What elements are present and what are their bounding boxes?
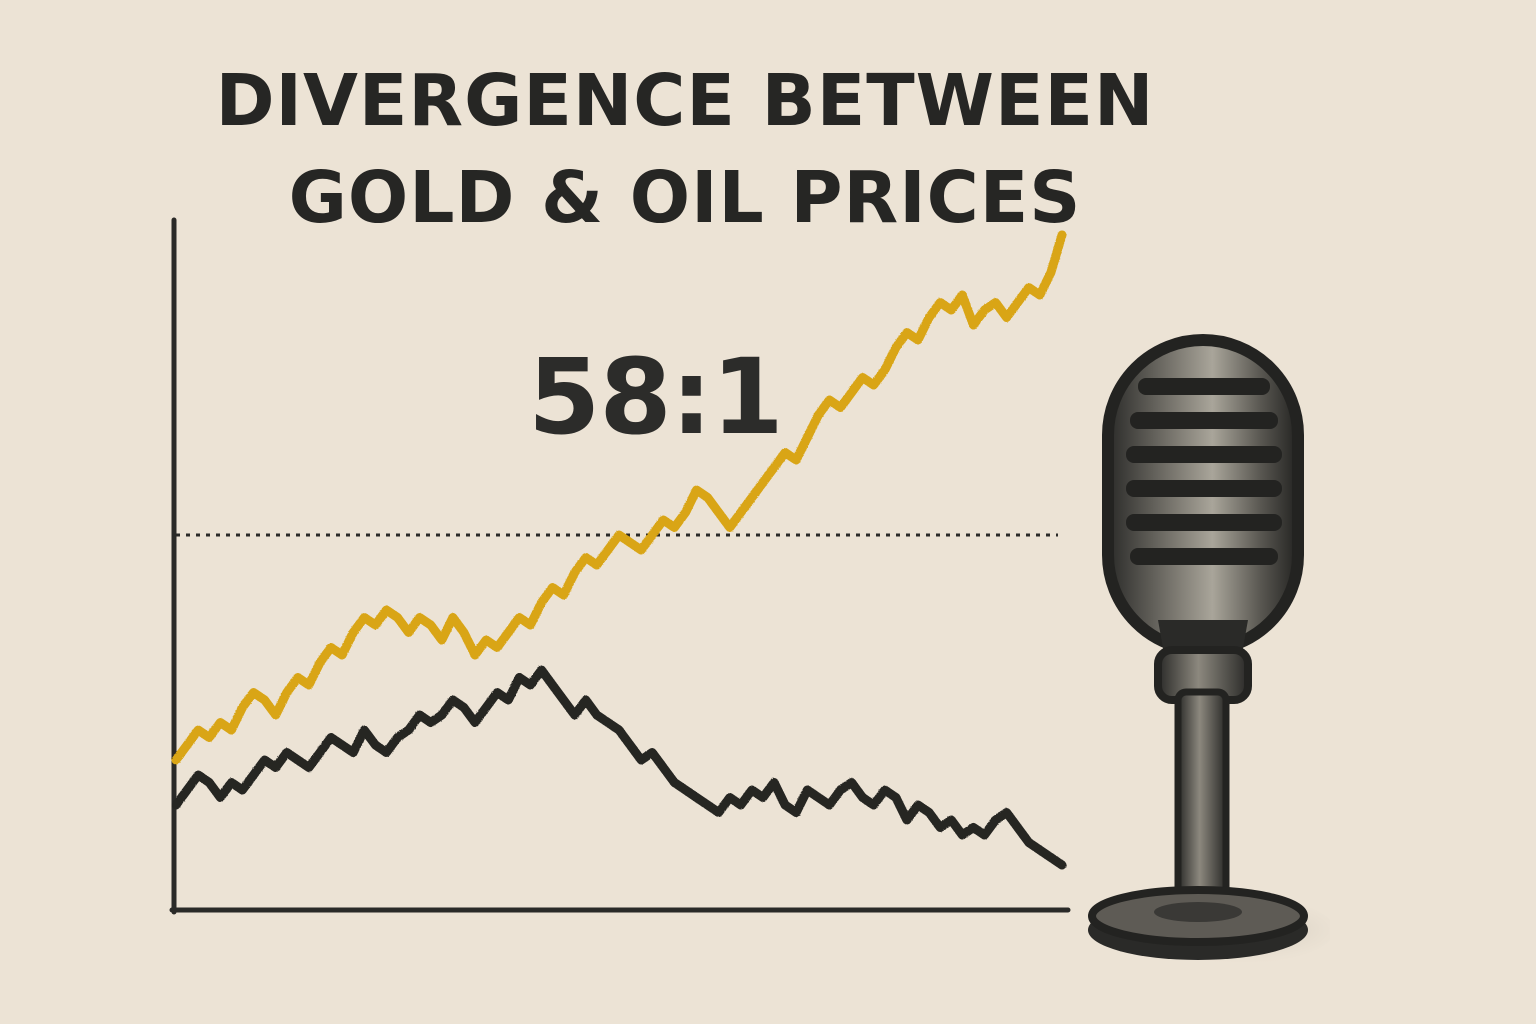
microphone-icon (1088, 334, 1330, 966)
gold-price-line (171, 230, 1067, 765)
oil-price-line (171, 665, 1067, 870)
chart-title: DIVERGENCE BETWEEN GOLD & OIL PRICES (215, 59, 1155, 239)
ratio-annotation: 58:1 (528, 336, 784, 458)
